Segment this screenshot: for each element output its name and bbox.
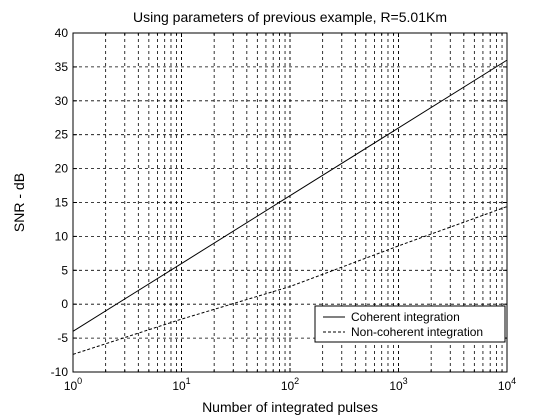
x-axis-label: Number of integrated pulses: [202, 399, 378, 415]
y-tick-label: 10: [55, 229, 69, 243]
x-tick-exponent: 3: [403, 376, 408, 386]
y-tick-label: 30: [55, 94, 69, 108]
x-tick-label: 104: [498, 376, 516, 393]
x-tick-base: 10: [389, 379, 403, 393]
x-tick-base: 10: [64, 379, 78, 393]
legend-label-coherent: Coherent integration: [351, 310, 460, 324]
y-axis-label: SNR - dB: [11, 173, 27, 232]
x-tick-exponent: 4: [511, 376, 516, 386]
y-tick-label: 20: [55, 162, 69, 176]
x-tick-label: 102: [281, 376, 299, 393]
y-tick-label: 5: [61, 263, 68, 277]
x-tick-label: 100: [64, 376, 82, 393]
x-tick-label: 103: [389, 376, 407, 393]
x-tick-label: 101: [172, 376, 190, 393]
x-tick-base: 10: [281, 379, 295, 393]
y-tick-label: -5: [57, 331, 68, 345]
x-tick-base: 10: [498, 379, 512, 393]
series-line-non-coherent: [72, 206, 508, 355]
legend: Coherent integration Non-coherent integr…: [314, 305, 506, 343]
y-tick-label: 0: [61, 297, 68, 311]
legend-label-non-coherent: Non-coherent integration: [351, 325, 483, 339]
series-line-coherent: [72, 59, 508, 332]
x-tick-exponent: 0: [77, 376, 82, 386]
x-tick-exponent: 2: [294, 376, 299, 386]
chart-title: Using parameters of previous example, R=…: [133, 9, 447, 25]
y-tick-label: 35: [55, 60, 69, 74]
x-tick-exponent: 1: [186, 376, 191, 386]
series-lines: [72, 59, 508, 355]
y-tick-label: 25: [55, 128, 69, 142]
y-tick-label: 40: [55, 26, 69, 40]
y-tick-label: 15: [55, 196, 69, 210]
legend-box: [314, 305, 506, 343]
y-tick-label: -10: [51, 365, 69, 379]
x-tick-base: 10: [172, 379, 186, 393]
